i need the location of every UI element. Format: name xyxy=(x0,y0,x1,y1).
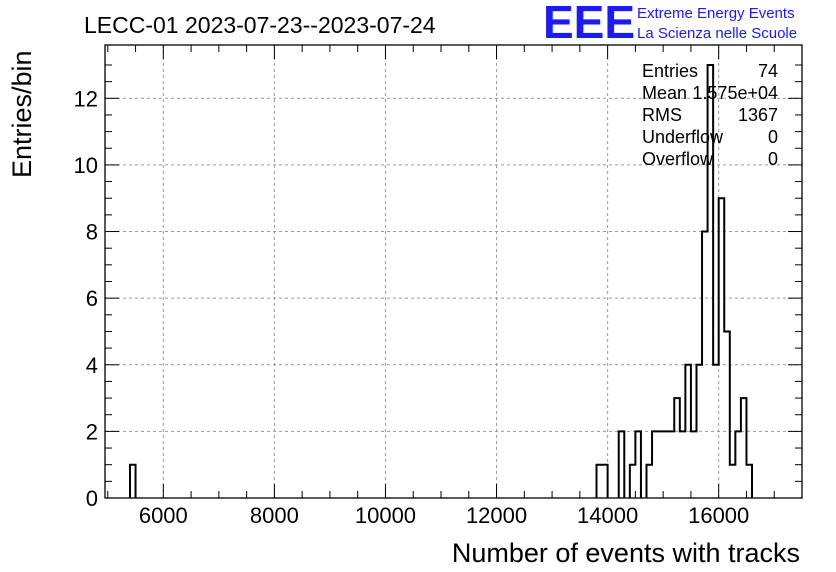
y-tick-label-0: 0 xyxy=(86,486,98,511)
y-tick-label-1: 2 xyxy=(86,419,98,444)
stats-value-underflow: 0 xyxy=(768,127,778,147)
histogram-bin-16 xyxy=(702,232,708,498)
x-axis-label: Number of events with tracks xyxy=(452,538,800,568)
histogram-bin-19 xyxy=(719,198,725,498)
y-tick-labels: 0 2 4 6 8 10 12 xyxy=(74,86,98,511)
x-tick-label-0: 6000 xyxy=(139,503,188,528)
histogram-bin-0 xyxy=(130,465,136,498)
y-tick-label-6: 12 xyxy=(74,86,98,111)
histogram-bin-15 xyxy=(696,365,702,498)
histogram-bin-20 xyxy=(724,331,730,498)
histogram-bin-11 xyxy=(674,398,680,498)
x-tick-label-5: 16000 xyxy=(688,503,749,528)
histogram-bin-14 xyxy=(691,431,697,498)
histogram-bin-21 xyxy=(730,465,736,498)
histogram-bin-12 xyxy=(680,431,686,498)
histogram-bin-24 xyxy=(746,465,752,498)
histogram-bin-8 xyxy=(658,431,664,498)
grid xyxy=(105,45,802,498)
x-tick-label-2: 10000 xyxy=(355,503,416,528)
histogram-bin-2 xyxy=(602,465,608,498)
eee-logo: EEE Extreme Energy Events La Scienza nel… xyxy=(543,0,797,48)
logo-mark: EEE xyxy=(543,0,635,48)
x-tick-label-4: 14000 xyxy=(577,503,638,528)
histogram-bin-5 xyxy=(635,431,641,498)
histogram-bin-4 xyxy=(630,465,636,498)
histogram-bin-1 xyxy=(597,465,603,498)
histogram-bin-3 xyxy=(619,431,625,498)
stats-label-mean: Mean xyxy=(642,83,687,103)
histogram-bin-22 xyxy=(735,431,741,498)
histogram-bin-23 xyxy=(741,398,747,498)
stats-label-underflow: Underflow xyxy=(642,127,724,147)
stats-label-rms: RMS xyxy=(642,105,682,125)
stats-label-overflow: Overflow xyxy=(642,149,714,169)
histogram-bin-9 xyxy=(663,431,669,498)
y-tick-label-5: 10 xyxy=(74,153,98,178)
histogram-bin-7 xyxy=(652,431,658,498)
stats-value-overflow: 0 xyxy=(768,149,778,169)
stats-value-rms: 1367 xyxy=(738,105,778,125)
logo-line-1: Extreme Energy Events xyxy=(637,5,795,22)
y-axis-label: Entries/bin xyxy=(7,50,37,178)
histogram-bin-6 xyxy=(646,465,652,498)
stats-value-entries: 74 xyxy=(758,61,778,81)
y-tick-label-2: 4 xyxy=(86,353,98,378)
stats-label-entries: Entries xyxy=(642,61,698,81)
histogram-bin-13 xyxy=(685,365,691,498)
logo-line-2: La Scienza nelle Scuole xyxy=(637,25,797,42)
histogram-outline xyxy=(128,63,754,498)
stats-box: Entries 74 Mean 1.575e+04 RMS 1367 Under… xyxy=(642,61,778,169)
x-tick-label-3: 12000 xyxy=(466,503,527,528)
stats-value-mean: 1.575e+04 xyxy=(692,83,778,103)
plot-frame xyxy=(104,44,803,499)
histogram-bin-18 xyxy=(713,365,719,498)
x-tick-label-1: 8000 xyxy=(250,503,299,528)
y-tick-label-3: 6 xyxy=(86,286,98,311)
axis-ticks xyxy=(105,45,802,499)
chart-title: LECC-01 2023-07-23--2023-07-24 xyxy=(84,12,436,38)
y-tick-label-4: 8 xyxy=(86,220,98,245)
x-tick-labels: 6000 8000 10000 12000 14000 16000 xyxy=(139,503,749,528)
histogram-bars xyxy=(128,63,754,498)
histogram-bin-10 xyxy=(669,431,675,498)
